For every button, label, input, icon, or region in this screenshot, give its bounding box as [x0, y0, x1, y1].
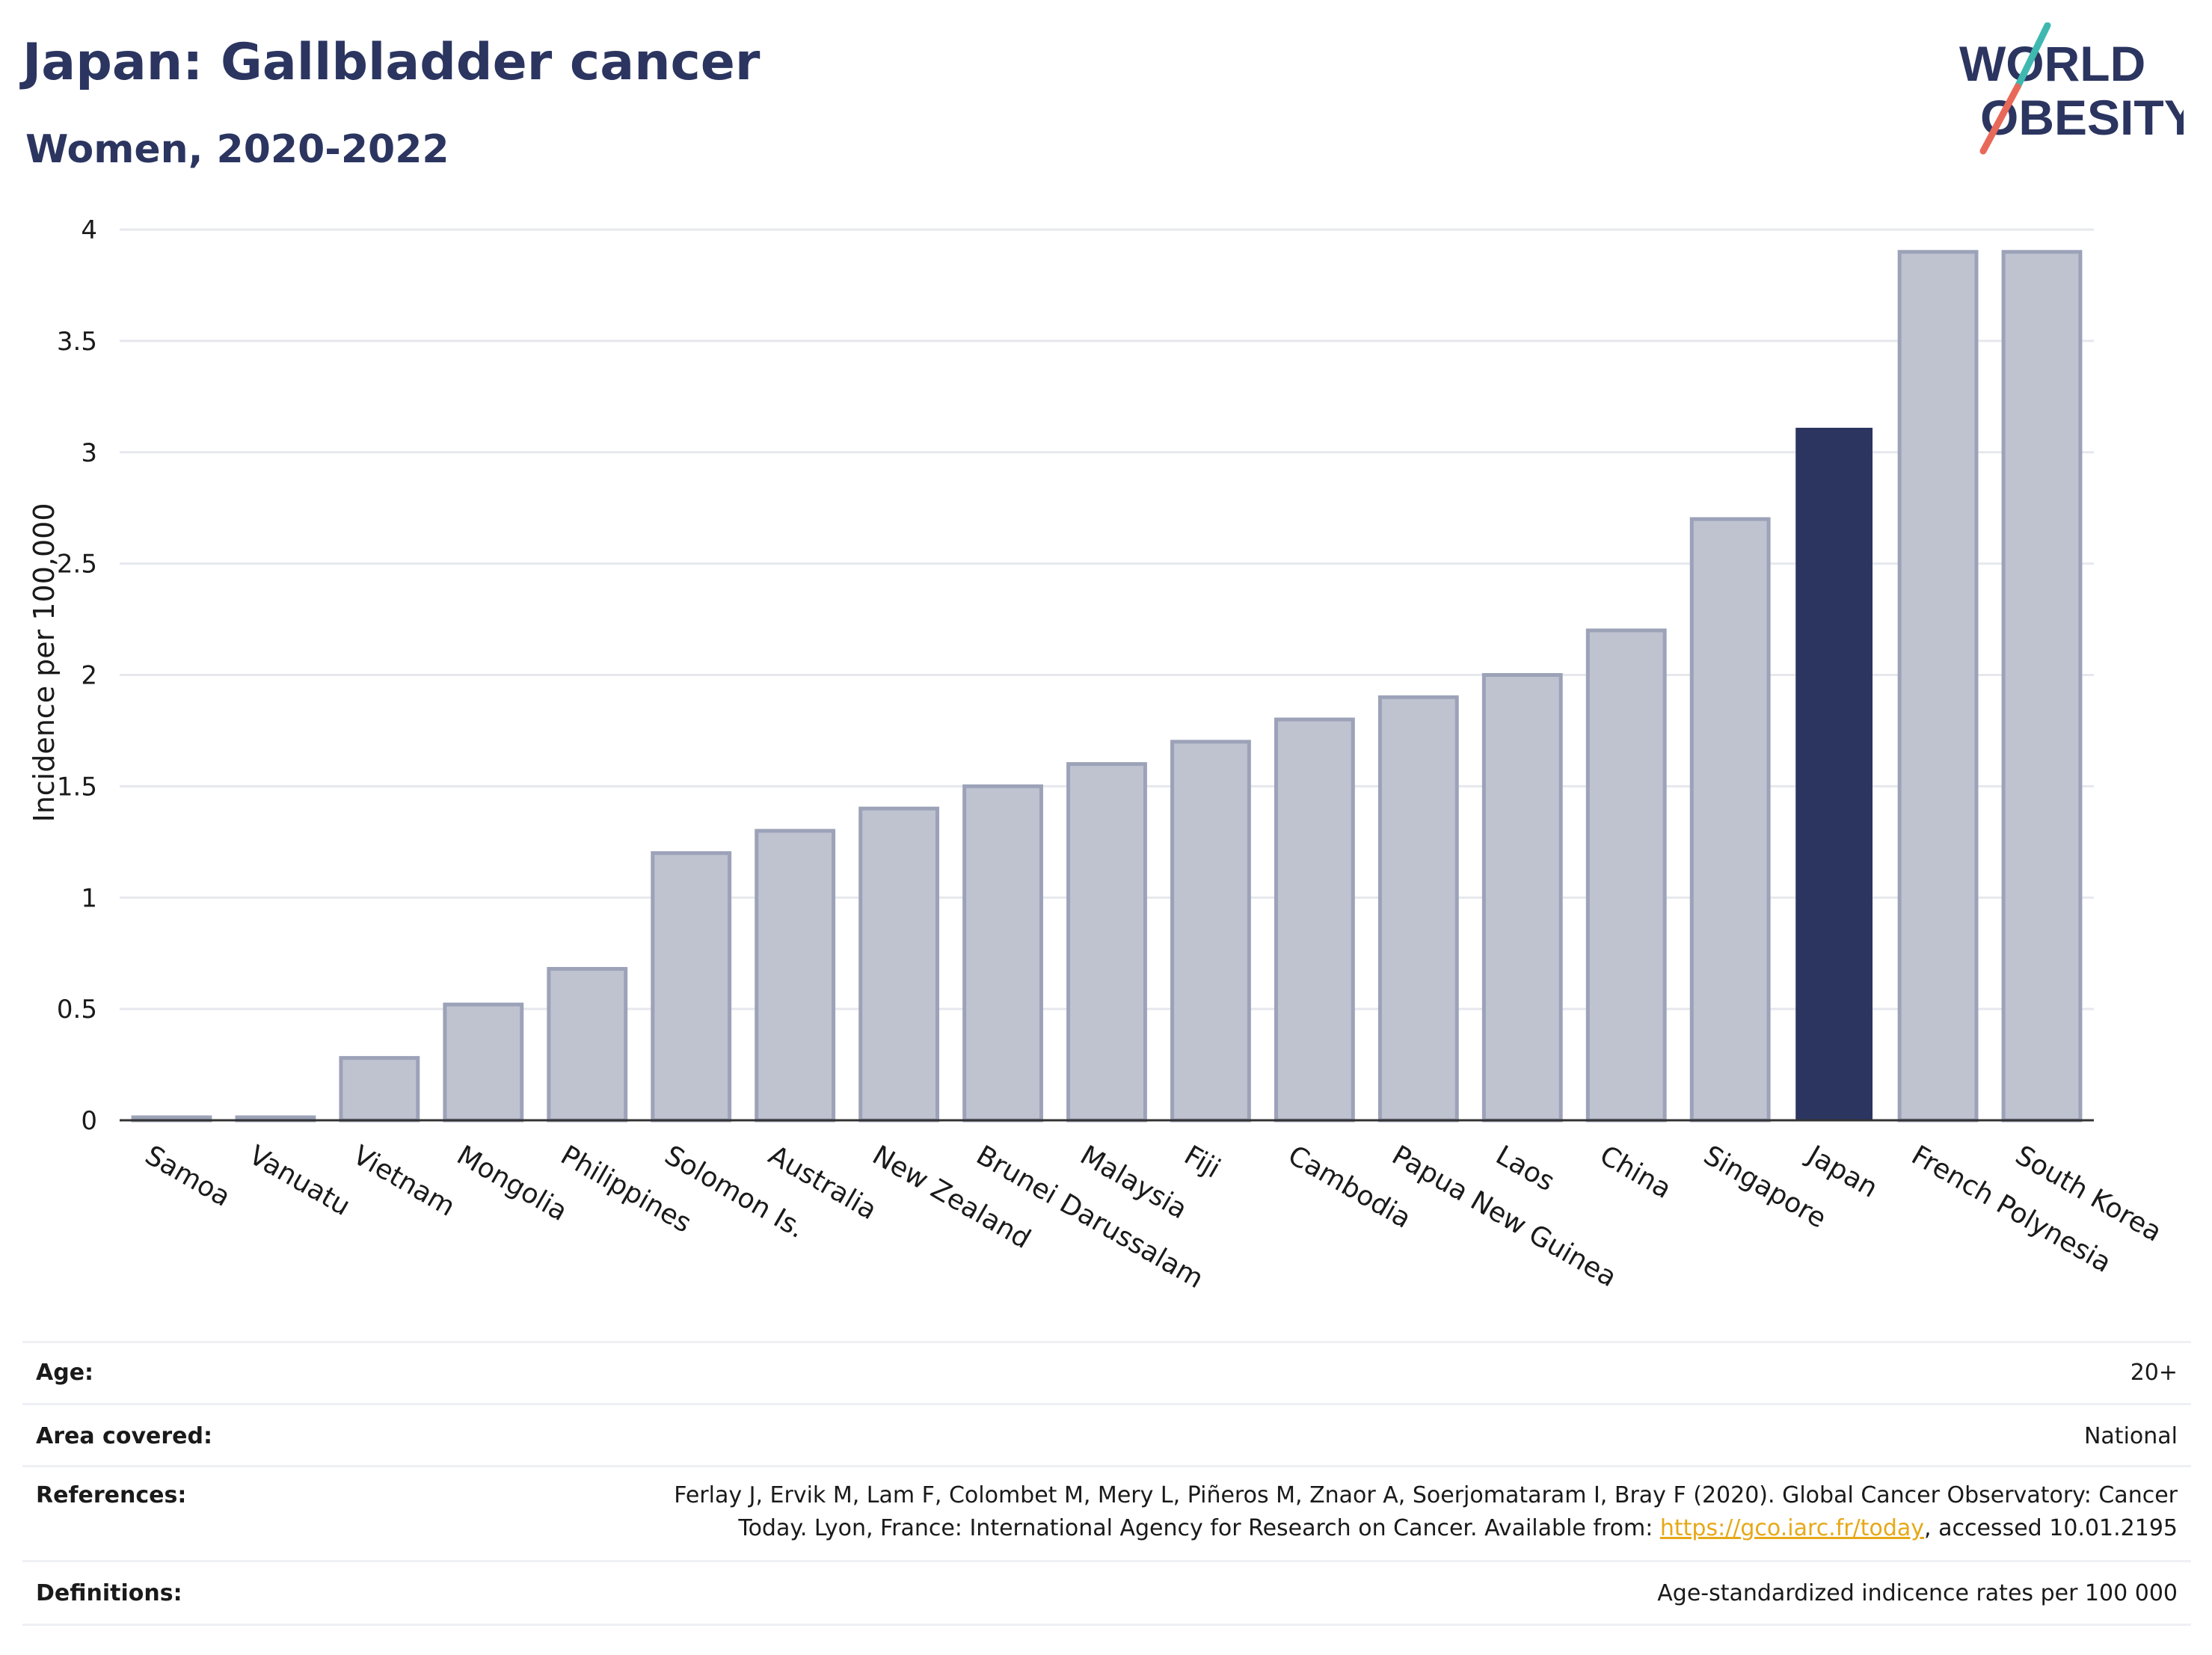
y-tick-label: 3.5 — [57, 327, 97, 357]
x-tick-label: Mongolia — [452, 1140, 573, 1227]
bar-laos — [1481, 673, 1563, 1123]
y-tick-label: 2 — [81, 661, 97, 691]
bar-singapore — [1689, 517, 1771, 1123]
bar-papua-new-guinea — [1377, 695, 1459, 1123]
world-obesity-logo: WORLD OBESITY — [1959, 22, 2184, 155]
y-tick-labels: 0 0.5 1 1.5 2 2.5 3 3.5 4 — [57, 215, 97, 1136]
references-line2-post: , accessed 10.01.2195 — [1924, 1515, 2178, 1541]
y-tick-label: 2.5 — [57, 550, 97, 580]
area-label: Area covered: — [36, 1423, 212, 1449]
chart-subtitle: Women, 2020-2022 — [25, 127, 449, 172]
references-line1: Ferlay J, Ervik M, Lam F, Colombet M, Me… — [674, 1482, 2178, 1508]
y-tick-label: 1 — [81, 883, 97, 913]
bar-solomon-is — [651, 851, 732, 1123]
bar-mongolia — [443, 1002, 524, 1123]
y-tick-label: 0.5 — [57, 995, 97, 1025]
info-row-references: References: Ferlay J, Ervik M, Lam F, Co… — [22, 1465, 2191, 1560]
x-tick-label: Laos — [1490, 1140, 1559, 1197]
x-tick-label: Japan — [1801, 1139, 1882, 1204]
logo-line1: WORLD — [1959, 36, 2145, 91]
bar-cambodia — [1274, 717, 1355, 1123]
bar-fiji — [1170, 740, 1251, 1123]
bar-china — [1585, 628, 1667, 1123]
x-tick-label: Vanuatu — [244, 1140, 355, 1222]
info-row-area: Area covered: National — [22, 1403, 2191, 1465]
bar-brunei-darussalam — [962, 784, 1043, 1123]
x-tick-label: Samoa — [140, 1140, 236, 1213]
x-tick-label: China — [1594, 1140, 1677, 1205]
bar-chart: 0 0.5 1 1.5 2 2.5 3 3.5 4 Samoa VanuatuVietnamMon… — [28, 215, 2166, 1295]
age-label: Age: — [36, 1360, 94, 1386]
y-axis-label: Incidence per 100,000 — [28, 503, 61, 822]
y-tick-label: 1.5 — [57, 772, 97, 802]
references-line2-pre: Today. Lyon, France: International Agenc… — [738, 1515, 1660, 1541]
bars — [131, 250, 2083, 1123]
bar-australia — [755, 829, 836, 1123]
definitions-value: Age-standardized indicence rates per 100… — [1657, 1580, 2178, 1606]
bar-japan — [1795, 427, 1873, 1120]
info-row-definitions: Definitions: Age-standardized indicence … — [22, 1560, 2191, 1626]
info-table: Age: 20+ Area covered: National Referenc… — [22, 1341, 2191, 1626]
chart-title: Japan: Gallbladder cancer — [22, 33, 761, 92]
x-tick-label: Vietnam — [348, 1140, 460, 1223]
definitions-label: Definitions: — [36, 1580, 182, 1606]
logo-slash-teal — [2014, 22, 2051, 90]
bar-vietnam — [339, 1056, 420, 1123]
logo-slash-coral — [1979, 83, 2021, 155]
bar-french-polynesia — [1897, 250, 1979, 1123]
x-tick-labels: Samoa VanuatuVietnamMongoliaPhilippinesSo… — [140, 1139, 2166, 1295]
y-tick-label: 4 — [81, 215, 97, 245]
references-link[interactable]: https://gco.iarc.fr/today — [1659, 1515, 1925, 1541]
bar-malaysia — [1066, 762, 1147, 1123]
y-tick-label: 3 — [81, 438, 97, 468]
references-value: Ferlay J, Ervik M, Lam F, Colombet M, Me… — [674, 1479, 2178, 1545]
bar-new-zealand — [858, 806, 940, 1123]
age-value: 20+ — [2130, 1360, 2178, 1386]
references-line2: Today. Lyon, France: International Agenc… — [674, 1512, 2178, 1545]
info-row-age: Age: 20+ — [22, 1341, 2191, 1403]
bar-south-korea — [2001, 250, 2083, 1123]
area-value: National — [2083, 1423, 2178, 1449]
y-tick-label: 0 — [81, 1106, 97, 1136]
references-label: References: — [36, 1482, 187, 1508]
bar-philippines — [547, 967, 628, 1123]
x-tick-label: Fiji — [1179, 1140, 1225, 1185]
